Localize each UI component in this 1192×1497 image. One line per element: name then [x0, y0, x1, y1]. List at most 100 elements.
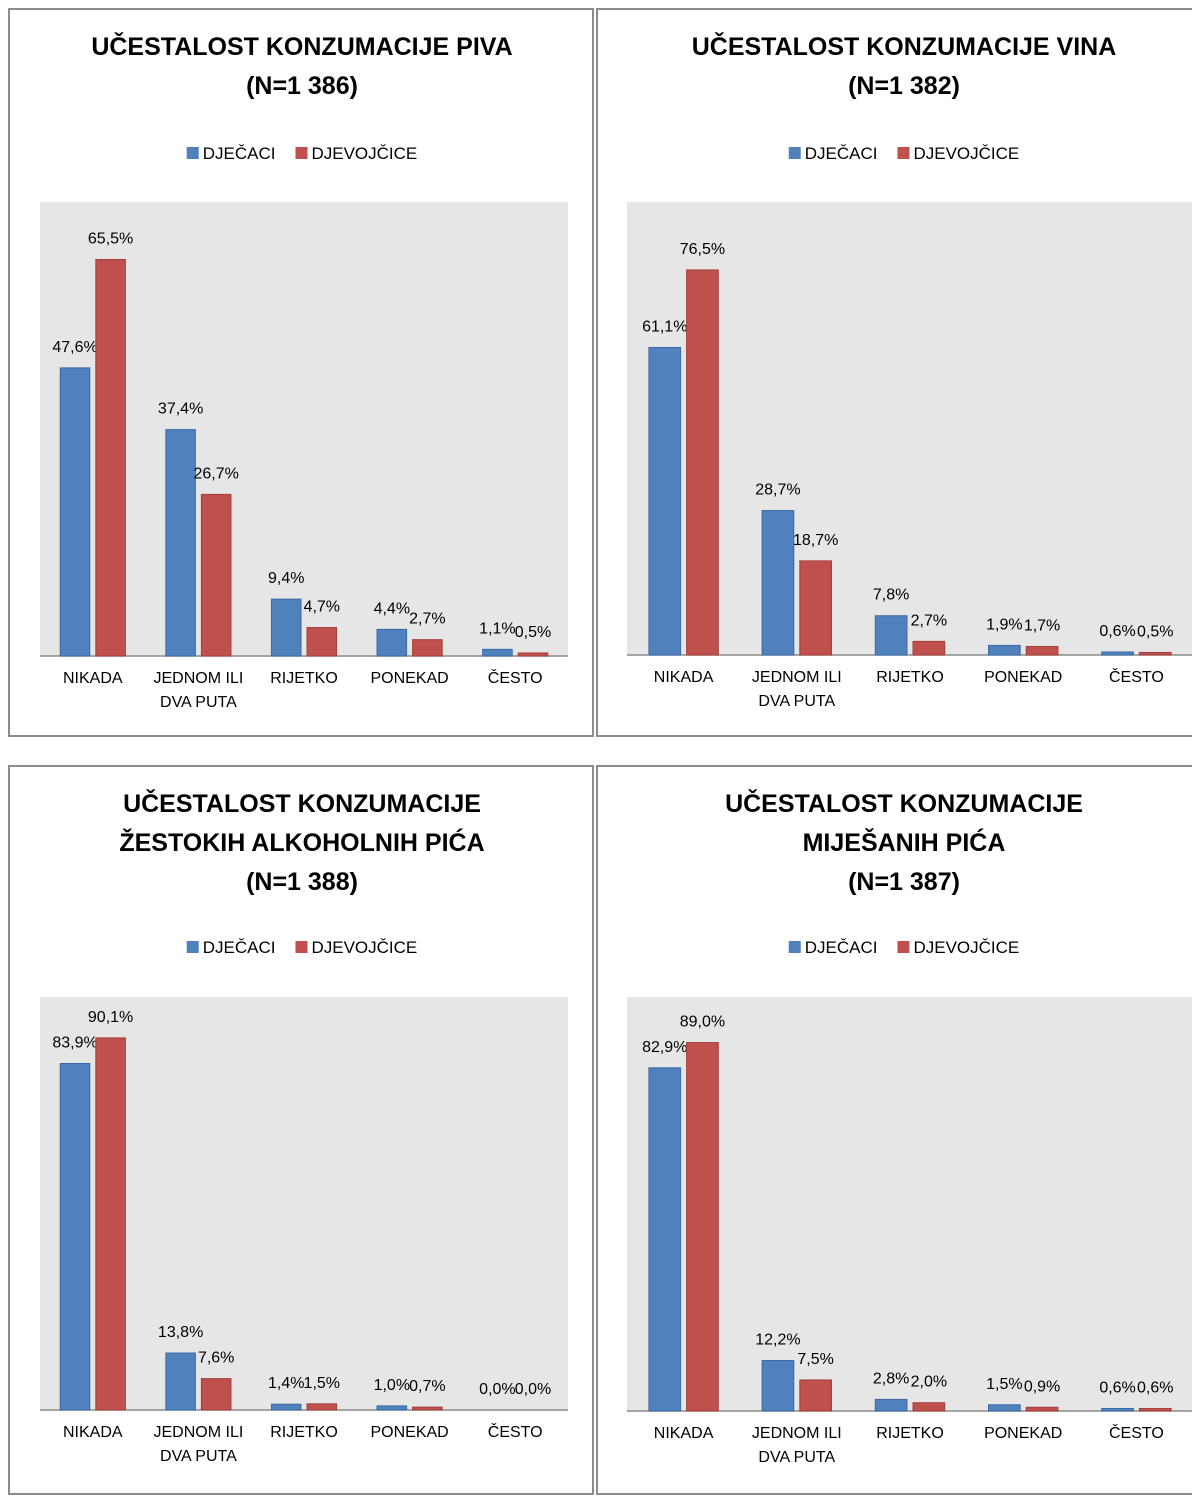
x-tick-label: NIKADA: [654, 1425, 714, 1442]
bar-girls: [1025, 645, 1059, 656]
data-label: 0,5%: [1137, 623, 1173, 640]
bar-girls: [517, 652, 549, 657]
data-label: 7,6%: [198, 1350, 234, 1367]
bar-girls: [412, 639, 443, 657]
data-label: 2,7%: [409, 611, 445, 628]
x-tick-label: RIJETKO: [876, 669, 944, 686]
bar-boys: [648, 346, 682, 656]
data-label: 37,4%: [158, 401, 203, 418]
data-label: 76,5%: [680, 241, 725, 258]
data-label: 83,9%: [52, 1034, 97, 1051]
data-label: 9,4%: [268, 570, 304, 587]
bar-boys: [1101, 651, 1134, 656]
data-label: 4,7%: [304, 599, 340, 616]
x-tick-label: PONEKAD: [370, 1424, 448, 1441]
data-label: 0,5%: [515, 624, 551, 641]
chart-svg: UČESTALOST KONZUMACIJE PIVA (N=1 386) DJEČ…: [40, 31, 568, 711]
legend-label-girls: DJEVOJČICE: [311, 938, 417, 957]
chart-title-line: (N=1 387): [848, 868, 960, 896]
bar-boys: [376, 628, 408, 657]
bar-girls: [95, 1037, 126, 1411]
bar-boys: [761, 510, 795, 656]
plot-area: [40, 202, 568, 656]
bar-boys: [648, 1067, 682, 1412]
data-label: 47,6%: [52, 339, 97, 356]
bar-boys: [376, 1405, 408, 1411]
data-label: 1,0%: [374, 1377, 410, 1394]
data-label: 0,7%: [409, 1378, 445, 1395]
bar-girls: [686, 269, 719, 656]
bar-girls: [912, 1402, 946, 1412]
bar-boys: [1101, 1408, 1134, 1412]
legend-swatch-boys: [186, 941, 199, 953]
x-tick-label: ČESTO: [1109, 667, 1164, 686]
bar-girls: [686, 1042, 719, 1412]
legend-label-girls: DJEVOJČICE: [913, 938, 1019, 957]
chart-title-line: ŽESTOKIH ALKOHOLNIH PIĆA: [119, 827, 484, 857]
chart-title-line: UČESTALOST KONZUMACIJE VINA: [692, 31, 1117, 61]
chart-legend: DJEČACI DJEVOJČICE: [186, 938, 417, 957]
plot-area: [627, 202, 1192, 655]
legend-swatch-girls: [295, 147, 308, 159]
data-label: 28,7%: [755, 482, 800, 499]
x-tick-label: DVA PUTA: [160, 694, 237, 711]
chart-legend: DJEČACI DJEVOJČICE: [788, 144, 1019, 163]
data-label: 1,4%: [268, 1375, 304, 1392]
chart-panel-spirits: UČESTALOST KONZUMACIJE ŽESTOKIH ALKOHOLNI…: [8, 765, 594, 1495]
chart-panel-mixed-drinks: UČESTALOST KONZUMACIJE MIJEŠANIH PIĆA (N=1…: [596, 765, 1192, 1495]
bar-girls: [1025, 1406, 1059, 1412]
bar-boys: [165, 429, 196, 657]
data-label: 89,0%: [680, 1014, 725, 1031]
plot-area: [627, 997, 1192, 1411]
x-tick-label: NIKADA: [63, 1424, 123, 1441]
legend-swatch-boys: [788, 147, 801, 159]
data-label: 2,7%: [911, 612, 947, 629]
chart-svg: UČESTALOST KONZUMACIJE MIJEŠANIH PIĆA (N=1…: [627, 788, 1192, 1466]
bar-girls: [799, 560, 832, 656]
bar-girls: [799, 1379, 832, 1412]
x-tick-label: DVA PUTA: [758, 1449, 835, 1466]
chart-title-line: UČESTALOST KONZUMACIJE: [725, 788, 1083, 818]
x-tick-label: JEDNOM ILI: [154, 1424, 244, 1441]
data-label: 2,0%: [911, 1374, 947, 1391]
bar-boys: [482, 648, 513, 657]
legend-swatch-boys: [186, 147, 199, 159]
bar-boys: [165, 1352, 196, 1411]
data-label: 7,8%: [873, 587, 909, 604]
bar-girls: [306, 1403, 338, 1411]
legend-swatch-girls: [897, 147, 910, 159]
data-label: 82,9%: [642, 1039, 687, 1056]
bar-girls: [1138, 651, 1172, 656]
chart-svg: UČESTALOST KONZUMACIJE ŽESTOKIH ALKOHOLNI…: [40, 788, 568, 1465]
bar-girls: [412, 1406, 443, 1411]
data-label: 61,1%: [642, 318, 687, 335]
data-label: 4,4%: [374, 600, 410, 617]
legend-label-boys: DJEČACI: [805, 144, 878, 163]
chart-title-line: UČESTALOST KONZUMACIJE PIVA: [91, 31, 512, 61]
data-label: 65,5%: [88, 231, 133, 248]
legend-label-girls: DJEVOJČICE: [311, 144, 417, 163]
data-label: 0,0%: [515, 1381, 551, 1398]
bar-boys: [874, 1398, 908, 1412]
x-tick-label: ČESTO: [1109, 1423, 1164, 1442]
x-tick-label: NIKADA: [654, 669, 714, 686]
chart-svg: UČESTALOST KONZUMACIJE VINA (N=1 382) DJEČ…: [627, 31, 1192, 710]
legend-swatch-boys: [788, 941, 801, 953]
bar-boys: [270, 1403, 302, 1411]
x-tick-label: NIKADA: [63, 670, 123, 687]
data-label: 1,5%: [986, 1376, 1022, 1393]
chart-panel-wine: UČESTALOST KONZUMACIJE VINA (N=1 382) DJEČ…: [596, 8, 1192, 737]
chart-title-line: MIJEŠANIH PIĆA: [803, 827, 1006, 857]
bar-girls: [95, 259, 126, 657]
legend-swatch-girls: [897, 941, 910, 953]
chart-legend: DJEČACI DJEVOJČICE: [788, 938, 1019, 957]
data-label: 0,6%: [1099, 1380, 1135, 1397]
chart-title-line: (N=1 386): [246, 72, 358, 100]
data-label: 1,1%: [479, 620, 515, 637]
data-label: 13,8%: [158, 1324, 203, 1341]
x-tick-label: ČESTO: [488, 1422, 543, 1441]
bar-girls: [306, 627, 338, 657]
bar-girls: [200, 1378, 232, 1411]
x-tick-label: JEDNOM ILI: [752, 1425, 842, 1442]
x-tick-label: RIJETKO: [270, 1424, 338, 1441]
